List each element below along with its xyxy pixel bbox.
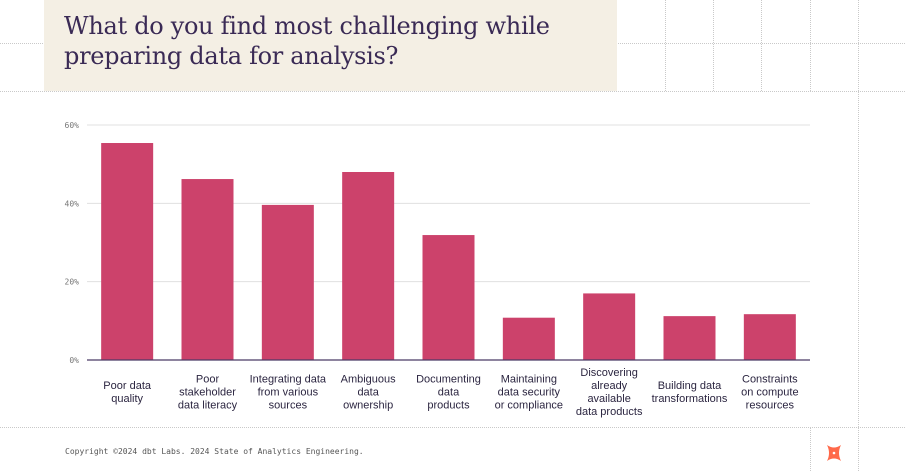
copyright-text: Copyright ©2024 dbt Labs. 2024 State of …: [65, 447, 364, 456]
bar: [743, 314, 796, 360]
dbt-logo-icon: [827, 445, 841, 461]
x-tick-label: Poor stakeholder data literacy: [177, 373, 238, 412]
bar: [583, 293, 636, 360]
bar: [342, 172, 395, 360]
x-tick-label: Ambiguous data ownership: [340, 373, 396, 412]
title-box: What do you find most challenging while …: [44, 0, 617, 91]
x-tick-label: Constraints on compute resources: [741, 373, 799, 412]
bar: [101, 143, 154, 360]
x-tick-label: Discovering already available data produ…: [575, 367, 643, 418]
x-tick-label: Documenting data products: [416, 373, 481, 412]
chart-title: What do you find most challenging while …: [64, 12, 550, 70]
bar: [422, 235, 475, 360]
x-tick-label: Maintaining data security or compliance: [494, 373, 564, 412]
x-tick-label: Integrating data from various sources: [249, 373, 327, 412]
y-tick-label: 60%: [65, 121, 80, 130]
bar: [663, 316, 716, 360]
footer: [44, 428, 810, 471]
y-tick-label: 20%: [65, 278, 80, 287]
bar: [502, 317, 555, 360]
y-tick-label: 0%: [69, 356, 79, 365]
x-tick-label: Poor data quality: [103, 380, 151, 405]
y-tick-label: 40%: [65, 199, 80, 208]
grid-line: [858, 0, 859, 471]
grid-line: [0, 91, 905, 92]
x-tick-label: Building data transformations: [651, 380, 728, 405]
grid-line: [0, 427, 905, 428]
bar: [181, 179, 234, 360]
bar: [261, 204, 314, 360]
